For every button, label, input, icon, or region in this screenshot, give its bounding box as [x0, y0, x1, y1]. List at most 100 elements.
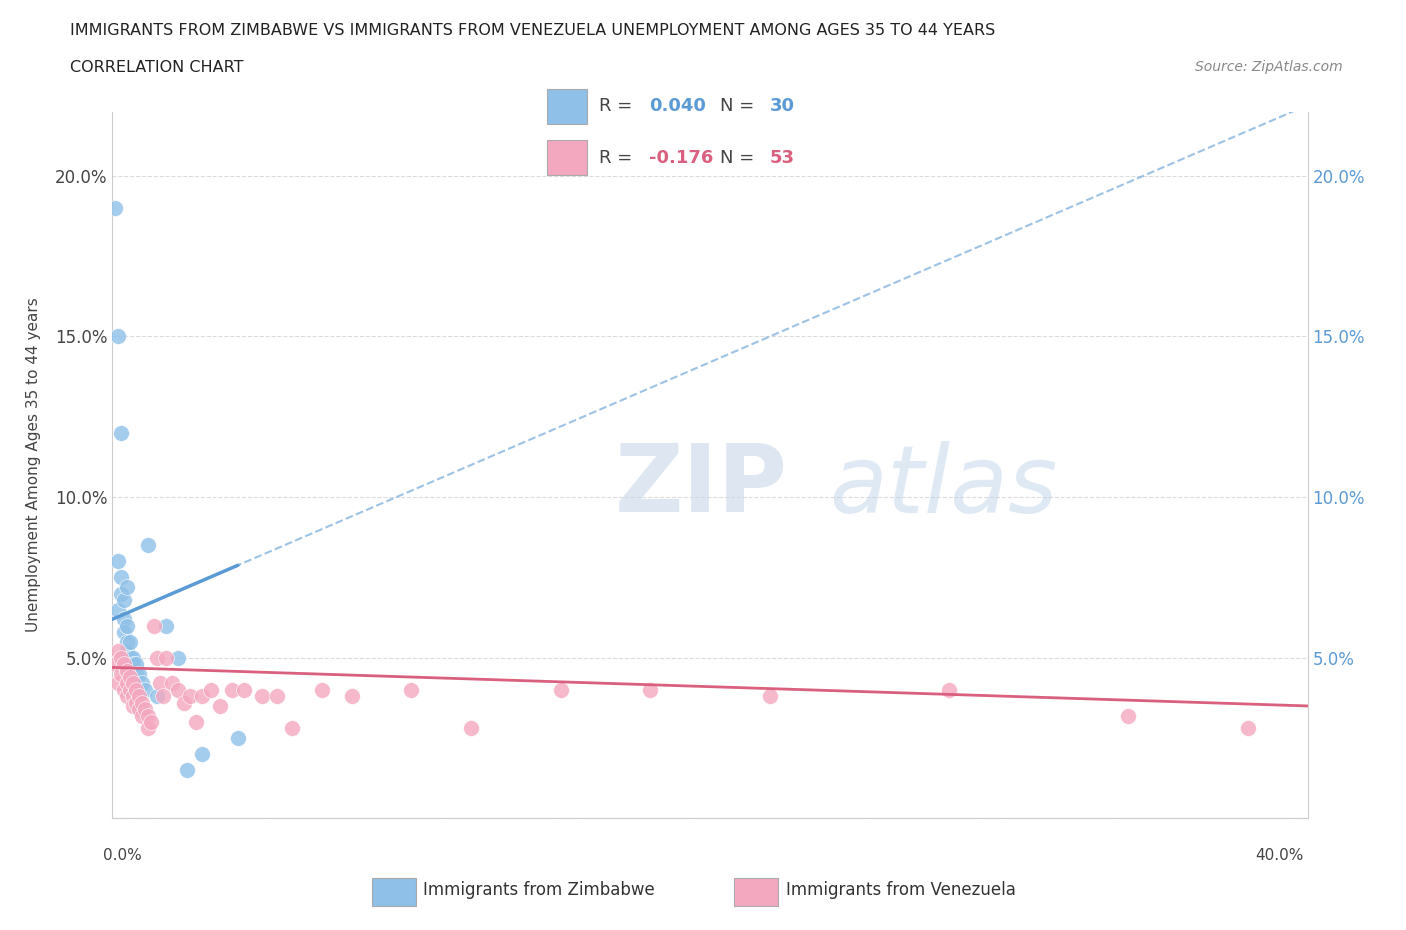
Point — [117, 676, 139, 691]
Text: 30: 30 — [769, 98, 794, 115]
Text: 53: 53 — [769, 149, 794, 166]
Point — [266, 689, 288, 704]
Point — [110, 570, 132, 585]
Point — [125, 683, 148, 698]
Point — [122, 698, 145, 713]
Point — [107, 329, 129, 344]
Point — [122, 689, 145, 704]
Point — [155, 618, 177, 633]
Point — [114, 683, 135, 698]
Point — [138, 538, 160, 552]
Point — [226, 731, 249, 746]
Point — [162, 676, 183, 691]
Point — [131, 708, 153, 723]
Point — [114, 625, 135, 640]
Point — [120, 683, 142, 698]
Text: 40.0%: 40.0% — [1256, 848, 1303, 863]
Text: ZIP: ZIP — [614, 440, 787, 532]
Point — [155, 650, 177, 665]
Point — [550, 683, 572, 698]
Point — [128, 689, 150, 704]
Point — [120, 634, 142, 649]
Point — [114, 592, 135, 607]
Text: R =: R = — [599, 149, 638, 166]
Point — [186, 714, 208, 729]
Point — [110, 586, 132, 601]
Point — [134, 702, 156, 717]
Point — [938, 683, 960, 698]
Text: -0.176: -0.176 — [648, 149, 713, 166]
Point — [117, 689, 139, 704]
Point — [107, 676, 129, 691]
Point — [209, 698, 232, 713]
Text: Immigrants from Zimbabwe: Immigrants from Zimbabwe — [423, 882, 655, 899]
FancyBboxPatch shape — [734, 878, 778, 906]
Text: R =: R = — [599, 98, 638, 115]
Point — [146, 650, 169, 665]
FancyBboxPatch shape — [547, 140, 586, 175]
Point — [141, 714, 163, 729]
Point — [281, 721, 304, 736]
Point — [401, 683, 423, 698]
Point — [146, 689, 169, 704]
Y-axis label: Unemployment Among Ages 35 to 44 years: Unemployment Among Ages 35 to 44 years — [27, 298, 41, 632]
Point — [120, 670, 142, 684]
Point — [131, 676, 153, 691]
Point — [179, 689, 201, 704]
Point — [120, 650, 142, 665]
Point — [114, 657, 135, 671]
Point — [107, 554, 129, 569]
Point — [125, 667, 148, 682]
Text: Source: ZipAtlas.com: Source: ZipAtlas.com — [1195, 60, 1343, 74]
Point — [311, 683, 333, 698]
Point — [131, 696, 153, 711]
Point — [149, 676, 172, 691]
Text: atlas: atlas — [830, 441, 1057, 532]
Text: N =: N = — [720, 149, 759, 166]
Point — [1118, 708, 1140, 723]
Point — [114, 612, 135, 627]
Point — [122, 676, 145, 691]
Point — [173, 696, 195, 711]
Point — [176, 763, 198, 777]
Point — [152, 689, 174, 704]
Text: N =: N = — [720, 98, 759, 115]
Point — [110, 667, 132, 682]
Text: 0.0%: 0.0% — [103, 848, 142, 863]
Point — [117, 579, 139, 594]
Point — [128, 667, 150, 682]
Text: Immigrants from Venezuela: Immigrants from Venezuela — [786, 882, 1015, 899]
Point — [107, 644, 129, 658]
Point — [125, 696, 148, 711]
Point — [122, 650, 145, 665]
Point — [250, 689, 273, 704]
Point — [138, 708, 160, 723]
Point — [110, 425, 132, 440]
Point — [143, 618, 166, 633]
Point — [134, 683, 156, 698]
Point — [167, 683, 190, 698]
Point — [200, 683, 222, 698]
Point — [117, 634, 139, 649]
Text: IMMIGRANTS FROM ZIMBABWE VS IMMIGRANTS FROM VENEZUELA UNEMPLOYMENT AMONG AGES 35: IMMIGRANTS FROM ZIMBABWE VS IMMIGRANTS F… — [70, 23, 995, 38]
Point — [759, 689, 782, 704]
Point — [117, 663, 139, 678]
Point — [104, 657, 127, 671]
Point — [340, 689, 363, 704]
Point — [117, 644, 139, 658]
Point — [128, 702, 150, 717]
Point — [104, 201, 127, 216]
FancyBboxPatch shape — [547, 88, 586, 124]
Point — [167, 650, 190, 665]
Point — [122, 657, 145, 671]
Point — [110, 650, 132, 665]
Point — [191, 747, 214, 762]
Text: 0.040: 0.040 — [648, 98, 706, 115]
Point — [640, 683, 662, 698]
FancyBboxPatch shape — [373, 878, 416, 906]
Point — [460, 721, 482, 736]
Point — [125, 657, 148, 671]
Point — [117, 618, 139, 633]
Point — [191, 689, 214, 704]
Point — [221, 683, 243, 698]
